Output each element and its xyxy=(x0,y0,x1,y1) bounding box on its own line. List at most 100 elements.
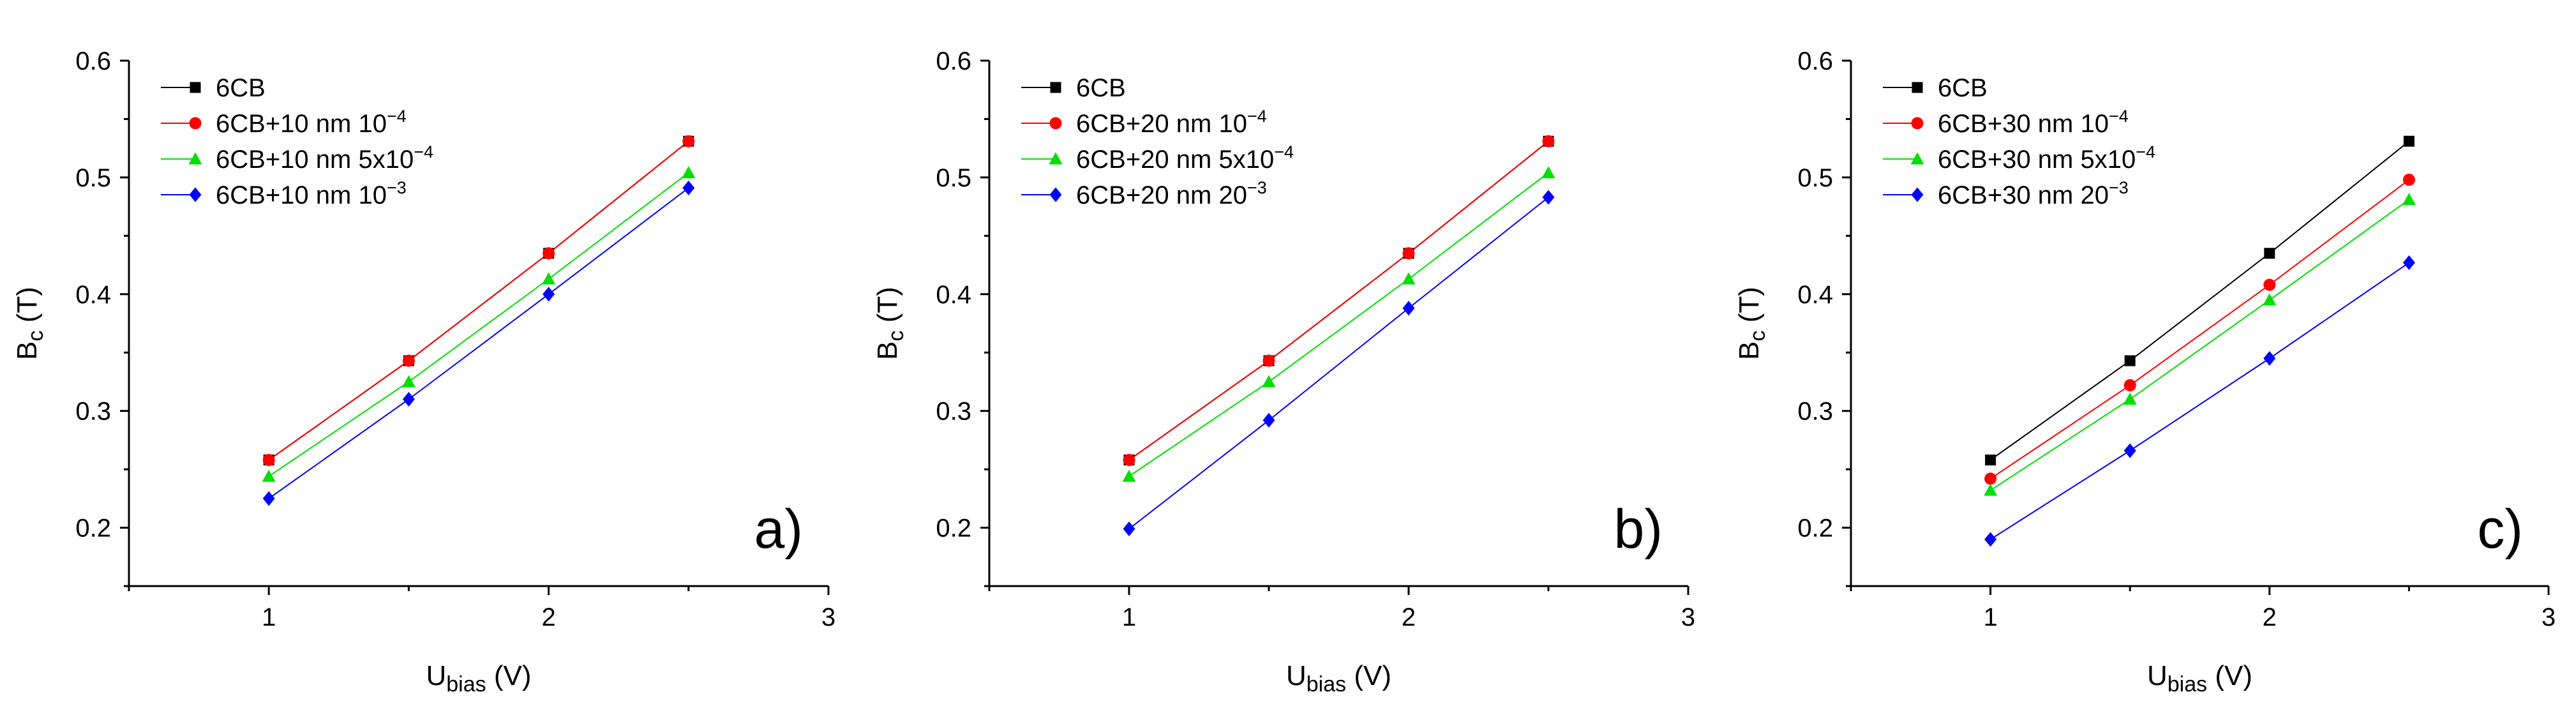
x-tick-label: 3 xyxy=(2542,603,2556,631)
legend-item: 6CB+30 nm 5x10−4 xyxy=(1883,142,2155,174)
data-point xyxy=(2402,174,2415,186)
y-tick-label: 0.5 xyxy=(1797,164,1833,192)
series-line xyxy=(1990,179,2410,479)
series-line xyxy=(1990,140,2410,461)
series-4 xyxy=(1128,197,1549,530)
data-point xyxy=(682,180,695,195)
y-axis-label-sub: c xyxy=(884,331,908,342)
legend-label-text: 6CB+10 nm 5x10 xyxy=(216,146,414,174)
legend-label-text: 6CB+10 nm 10 xyxy=(216,181,387,209)
legend-marker xyxy=(1912,82,1923,93)
legend-label-exponent: −4 xyxy=(2109,107,2129,126)
data-point xyxy=(2263,293,2277,306)
series-line xyxy=(1128,172,1549,477)
data-point xyxy=(1402,272,1416,285)
y-axis-label: Bc (T) xyxy=(1734,287,1770,360)
x-tick-label: 2 xyxy=(541,603,555,631)
data-point xyxy=(1984,472,1997,485)
data-point xyxy=(2264,248,2275,259)
chart-panel-2: 0.2 0.3 0.4 0.5 0.6 1 2 3 Ubias (V) Bc (T) 6CB 6CB+… xyxy=(872,47,1695,697)
x-tick-label: 1 xyxy=(1122,603,1136,631)
series-3 xyxy=(1128,172,1549,477)
legend-label-text: 6CB+20 nm 10 xyxy=(1076,110,1247,138)
series-4 xyxy=(268,187,689,499)
data-point xyxy=(1984,483,1998,496)
data-point xyxy=(543,287,555,302)
data-point xyxy=(1262,375,1276,388)
y-tick-label: 0.3 xyxy=(75,398,111,426)
legend-label: 6CB+10 nm 10−3 xyxy=(216,178,407,209)
data-point xyxy=(2402,193,2416,206)
series-3-markers xyxy=(1984,193,2416,496)
legend-item: 6CB xyxy=(1021,74,1126,102)
data-point xyxy=(1542,190,1555,205)
legend-label-exponent: −4 xyxy=(2136,142,2155,162)
legend-label-text: 6CB+30 nm 10 xyxy=(1938,110,2109,138)
x-axis-label-unit: (V) xyxy=(2207,660,2252,691)
y-axis-label: Bc (T) xyxy=(872,287,908,360)
data-point xyxy=(1542,135,1555,147)
x-axis-label: Ubias (V) xyxy=(1286,660,1391,697)
chart-panel-1: 0.2 0.3 0.4 0.5 0.6 1 2 3 Ubias (V) Bc (T) 6CB 6CB+… xyxy=(11,47,835,697)
x-axis-label-unit: (V) xyxy=(1346,660,1391,691)
panel-label: c) xyxy=(2477,499,2523,560)
legend-label-exponent: −4 xyxy=(387,107,407,126)
data-point xyxy=(2123,392,2137,405)
series-line xyxy=(268,187,689,499)
legend-label: 6CB+30 nm 10−4 xyxy=(1938,107,2129,138)
legend-label: 6CB+10 nm 10−4 xyxy=(216,107,407,138)
legend-label-exponent: −4 xyxy=(1247,107,1267,126)
y-axis-label-main: B xyxy=(11,342,43,360)
legend-label-text: 6CB+20 nm 20 xyxy=(1076,181,1247,209)
legend-label-text: 6CB xyxy=(1938,74,1988,102)
data-point xyxy=(1123,521,1135,536)
legend-label-exponent: −3 xyxy=(1247,178,1267,197)
series-3 xyxy=(1990,199,2409,491)
data-point xyxy=(682,166,696,179)
data-point xyxy=(682,135,695,147)
y-tick-label: 0.4 xyxy=(1797,281,1833,309)
series-1 xyxy=(1990,140,2410,461)
x-axis-label-main: U xyxy=(426,660,446,691)
y-tick-label: 0.6 xyxy=(75,47,111,75)
legend-label: 6CB+30 nm 5x10−4 xyxy=(1938,142,2155,174)
legend-label: 6CB+20 nm 10−4 xyxy=(1076,107,1267,138)
legend-label: 6CB xyxy=(1076,74,1126,102)
legend-marker xyxy=(1049,117,1062,130)
series-1-markers xyxy=(1985,135,2415,465)
data-point xyxy=(1123,453,1135,466)
legend-label: 6CB xyxy=(216,74,266,102)
x-tick-label: 3 xyxy=(1681,603,1695,631)
y-axis-label: Bc (T) xyxy=(11,287,48,360)
y-tick-label: 0.5 xyxy=(75,164,111,192)
legend-label: 6CB+30 nm 20−3 xyxy=(1938,178,2129,209)
legend-marker xyxy=(1049,187,1062,202)
series-3-markers xyxy=(1122,166,1555,482)
data-point xyxy=(262,469,276,482)
series-2-markers xyxy=(1984,174,2415,485)
y-tick-label: 0.5 xyxy=(936,164,971,192)
series-2-markers xyxy=(262,135,695,466)
legend-label-exponent: −4 xyxy=(414,142,433,162)
data-point xyxy=(402,391,415,407)
legend-label-text: 6CB+10 nm 10 xyxy=(216,110,387,138)
legend-item: 6CB+10 nm 5x10−4 xyxy=(161,142,433,174)
data-point xyxy=(1402,301,1415,316)
legend-label-text: 6CB+30 nm 20 xyxy=(1938,181,2109,209)
legend-label-exponent: −3 xyxy=(2109,178,2129,197)
data-point xyxy=(401,375,416,388)
y-tick-label: 0.3 xyxy=(936,398,971,426)
series-4-markers xyxy=(1123,190,1555,536)
x-axis-label-unit: (V) xyxy=(486,660,532,691)
x-axis-label: Ubias (V) xyxy=(2147,660,2252,697)
legend-label-text: 6CB xyxy=(1076,74,1126,102)
legend-marker xyxy=(1049,152,1063,165)
series-line xyxy=(1128,197,1549,530)
x-axis-label-main: U xyxy=(1286,660,1307,691)
legend-label: 6CB+20 nm 5x10−4 xyxy=(1076,142,1294,174)
legend-item: 6CB+10 nm 10−4 xyxy=(161,107,407,138)
legend-marker xyxy=(1050,82,1061,93)
y-axis-label-main: B xyxy=(1734,342,1765,360)
